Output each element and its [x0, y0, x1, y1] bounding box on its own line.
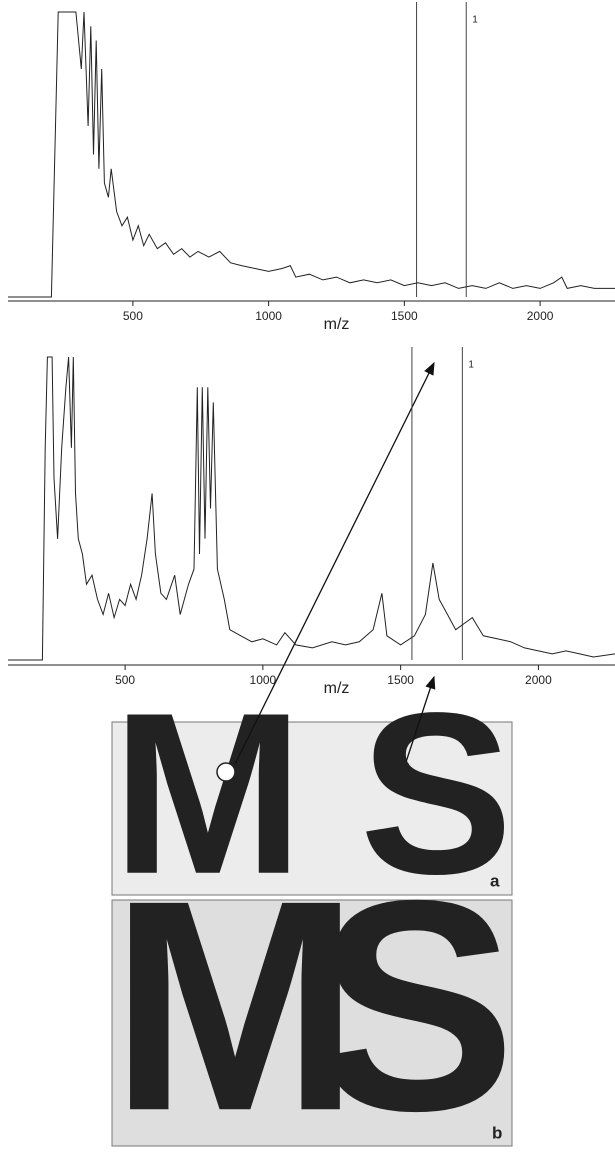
- svg-text:MS: MS: [110, 837, 510, 1154]
- marker-label: 1: [468, 360, 474, 371]
- panel-b: MS: [110, 837, 516, 1154]
- x-tick-label: 2000: [527, 309, 554, 323]
- panel-label: b: [492, 1123, 502, 1142]
- x-axis-label: m/z: [324, 680, 350, 697]
- x-tick-label: 1000: [250, 673, 277, 687]
- x-tick-label: 500: [123, 309, 143, 323]
- x-tick-label: 1000: [255, 309, 282, 323]
- spectrum: [8, 11, 615, 298]
- x-tick-label: 500: [115, 673, 135, 687]
- arrow: [234, 361, 435, 765]
- panel-label: a: [490, 871, 500, 890]
- x-axis-label: m/z: [324, 316, 350, 333]
- x-tick-label: 2000: [525, 673, 552, 687]
- x-tick-label: 1500: [387, 673, 414, 687]
- x-tick-label: 1500: [391, 309, 418, 323]
- spectrum: [8, 356, 615, 661]
- marker-label: 1: [472, 15, 478, 26]
- arrow: [405, 675, 436, 763]
